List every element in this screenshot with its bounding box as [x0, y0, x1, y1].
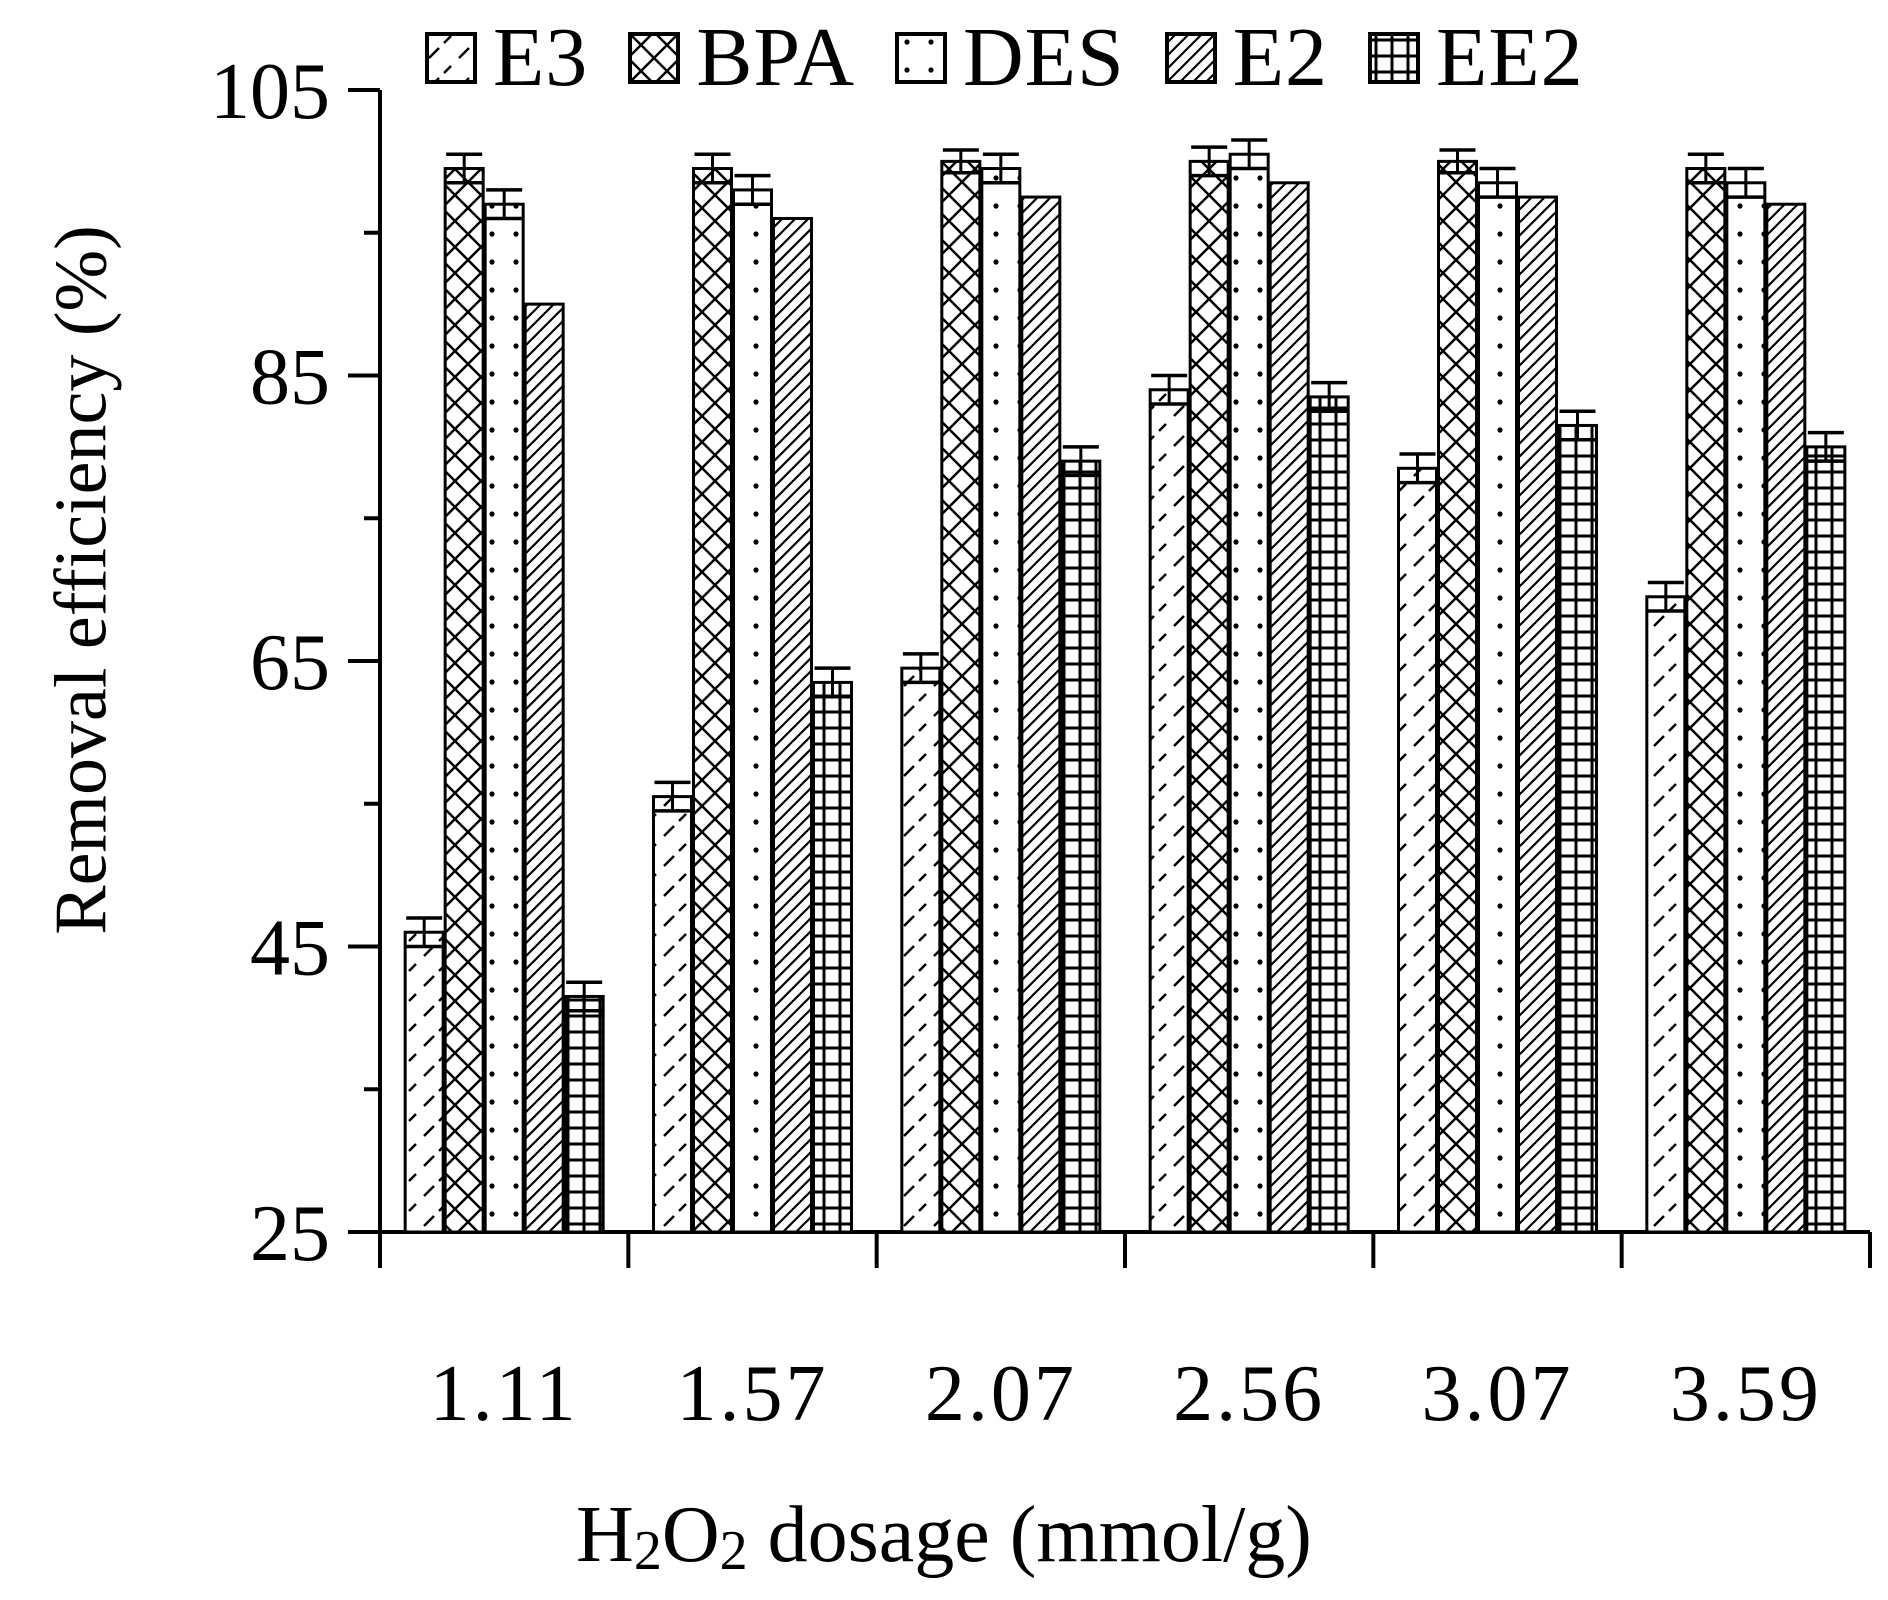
bar	[1645, 595, 1687, 1234]
bar	[1020, 195, 1062, 1234]
x-tick-label: 3.07	[1422, 1350, 1574, 1438]
legend-label: BPA	[696, 11, 856, 104]
legend-label: EE2	[1436, 11, 1584, 104]
bar	[900, 666, 942, 1234]
bar	[1685, 167, 1727, 1234]
x-axis-label-suffix: dosage (mmol/g)	[747, 1491, 1312, 1579]
bar	[403, 930, 445, 1234]
bar	[1397, 466, 1438, 1234]
legend: E3 BPA DES E2 EE2	[425, 16, 1624, 100]
bar	[1188, 159, 1230, 1234]
y-tick-label: 85	[250, 334, 330, 422]
bar	[1725, 181, 1767, 1234]
bar	[652, 795, 693, 1234]
legend-label: DES	[963, 11, 1125, 104]
bar	[523, 302, 565, 1234]
x-axis-label-sub2: 2	[719, 1520, 748, 1582]
bar	[732, 188, 773, 1234]
bar	[812, 680, 853, 1234]
x-axis-label-sub1: 2	[633, 1520, 662, 1582]
bar	[1805, 445, 1847, 1234]
bar	[563, 994, 605, 1234]
x-tick-label: 2.07	[925, 1350, 1077, 1438]
bar	[772, 216, 813, 1234]
bar	[1477, 181, 1518, 1234]
legend-item: DES	[895, 16, 1125, 100]
legend-item: EE2	[1368, 16, 1584, 100]
x-axis-label-mid: O	[661, 1491, 720, 1579]
legend-item: E3	[425, 16, 588, 100]
x-axis-label-prefix: H	[576, 1491, 634, 1579]
bar	[1308, 395, 1350, 1234]
bar	[483, 202, 525, 1234]
legend-swatch	[425, 32, 477, 84]
legend-swatch	[1368, 32, 1421, 84]
x-tick-label: 1.11	[430, 1350, 579, 1438]
x-tick-label: 3.59	[1670, 1350, 1822, 1438]
legend-swatch	[895, 32, 948, 84]
bar	[1148, 388, 1190, 1234]
y-tick-label: 25	[250, 1190, 330, 1278]
bar	[692, 167, 733, 1234]
bar	[1517, 195, 1558, 1234]
x-tick-label: 2.56	[1173, 1350, 1325, 1438]
legend-label: E3	[493, 11, 589, 104]
y-tick-label: 45	[250, 905, 330, 993]
bar	[1765, 202, 1807, 1234]
bar	[980, 167, 1022, 1234]
legend-label: E2	[1232, 11, 1329, 104]
y-tick-label: 105	[210, 48, 330, 136]
bar	[443, 167, 485, 1234]
y-axis-label: Removal efficiency (%)	[40, 225, 123, 935]
bar	[940, 159, 982, 1234]
legend-item: E2	[1164, 11, 1329, 104]
x-axis: 1.11 1.57 2.07 2.56 3.07 3.59	[348, 1230, 1872, 1438]
y-axis: 25 45 65 85 105	[210, 48, 382, 1278]
bar	[1060, 459, 1102, 1234]
bar	[1557, 423, 1598, 1234]
y-tick-label: 65	[250, 619, 330, 707]
bar	[1437, 159, 1478, 1234]
bar	[1228, 152, 1270, 1234]
bars	[403, 138, 1847, 1234]
legend-swatch	[1164, 32, 1217, 84]
legend-swatch	[628, 32, 681, 84]
bar	[1268, 181, 1310, 1234]
legend-item: BPA	[628, 16, 855, 100]
x-axis-label: H2O2 dosage (mmol/g)	[0, 1490, 1888, 1583]
x-tick-label: 1.57	[677, 1350, 829, 1438]
